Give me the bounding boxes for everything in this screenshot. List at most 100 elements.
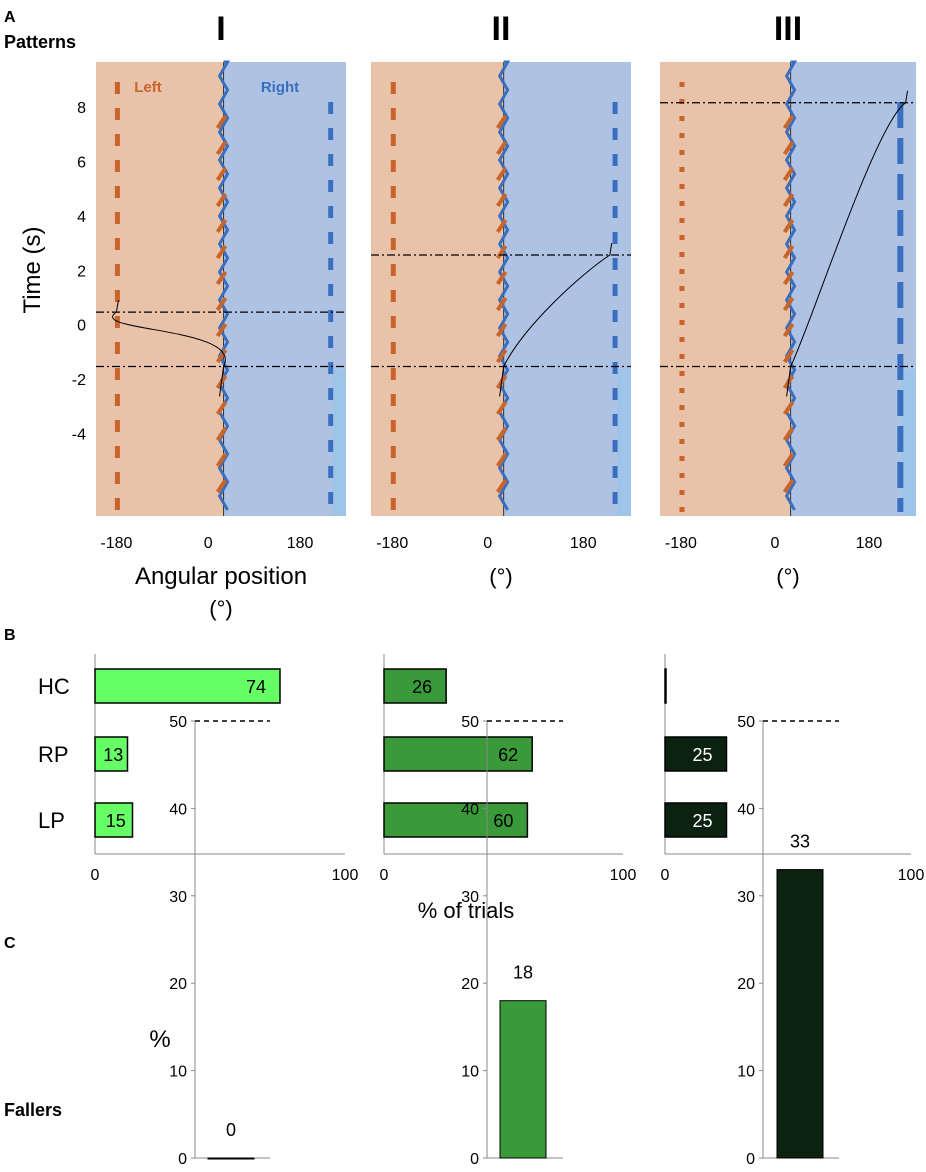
panel-label-a: A bbox=[4, 9, 16, 26]
y-tick-label: 50 bbox=[461, 714, 479, 731]
x-tick-label: 0 bbox=[204, 535, 213, 552]
bar-value-label: 0 bbox=[226, 1120, 236, 1140]
bar-RP bbox=[383, 736, 533, 772]
x-tick-label: 0 bbox=[91, 867, 100, 884]
category-label-HC: HC bbox=[38, 674, 70, 699]
right-region-label: Right bbox=[261, 79, 299, 96]
y-tick-label: 0 bbox=[470, 1151, 479, 1168]
fallers-bar bbox=[499, 1000, 547, 1159]
x-tick-label: -180 bbox=[376, 535, 408, 552]
y-tick-label: 0 bbox=[178, 1151, 187, 1168]
x-axis-label: (°) bbox=[209, 596, 232, 621]
patterns-label: Patterns bbox=[4, 32, 76, 52]
y-tick-label: 4 bbox=[77, 209, 86, 226]
x-tick-label: 0 bbox=[661, 867, 670, 884]
end-strip bbox=[332, 369, 346, 516]
fallers-bar-I: 0 10 20 30 40 50 0 bbox=[169, 714, 270, 1168]
y-tick-label: 50 bbox=[737, 714, 755, 731]
outcome-bars-I: 0 100 74 13 15 bbox=[91, 654, 359, 884]
bar-RP bbox=[664, 736, 728, 772]
y-tick-label: 30 bbox=[737, 889, 755, 906]
bar-LP bbox=[94, 802, 134, 838]
panel-label-b: B bbox=[4, 627, 16, 644]
bar-LP bbox=[383, 802, 529, 838]
left-region-label: Left bbox=[134, 79, 162, 96]
column-header-III: III bbox=[774, 10, 802, 48]
bar-value-label: 33 bbox=[790, 832, 810, 852]
trajectory-plot-II: -180 0 180 (°) II bbox=[371, 10, 631, 589]
y-tick-label: 10 bbox=[169, 1064, 187, 1081]
bar-value-label: 18 bbox=[513, 963, 533, 983]
y-tick-label: 8 bbox=[77, 100, 86, 117]
bar-RP bbox=[94, 736, 129, 772]
x-tick-label: 0 bbox=[483, 535, 492, 552]
panel-b-outcome-bars: 0 100 74 13 15 0 100 26 62 60 0 100 25 25 HC RP LP bbox=[38, 654, 924, 884]
y-tick-label: 20 bbox=[737, 976, 755, 993]
trajectory-plot-III: -180 0 180 (°) III bbox=[660, 10, 916, 589]
y-tick-label: 40 bbox=[737, 801, 755, 818]
fallers-bar bbox=[207, 1157, 255, 1160]
x-tick-label: -180 bbox=[100, 535, 132, 552]
bar-HC bbox=[94, 668, 281, 704]
end-strip bbox=[617, 369, 631, 516]
y-tick-label: 2 bbox=[77, 263, 86, 280]
x-tick-label: 100 bbox=[610, 867, 637, 884]
x-tick-label: 0 bbox=[380, 867, 389, 884]
y-tick-label: 10 bbox=[461, 1064, 479, 1081]
body-trajectory bbox=[499, 242, 613, 397]
bar-value-label: 26 bbox=[412, 677, 432, 697]
body-trajectory bbox=[786, 90, 909, 397]
end-strip bbox=[902, 369, 916, 516]
bar-value-label: 60 bbox=[493, 811, 513, 831]
x-tick-label: 100 bbox=[332, 867, 359, 884]
x-axis-label: (°) bbox=[489, 564, 512, 589]
x-tick-label: 180 bbox=[287, 535, 314, 552]
bar-value-label: 25 bbox=[692, 745, 712, 765]
right-region bbox=[223, 62, 346, 516]
category-label-LP: LP bbox=[38, 808, 65, 833]
percent-trials-label: % of trials bbox=[418, 898, 515, 923]
y-tick-label: 30 bbox=[461, 889, 479, 906]
bar-LP bbox=[664, 802, 728, 838]
y-tick-label: 0 bbox=[746, 1151, 755, 1168]
x-tick-label: -180 bbox=[665, 535, 697, 552]
y-tick-label: 50 bbox=[169, 714, 187, 731]
fallers-bar bbox=[776, 869, 824, 1159]
fallers-percent-axis-label: % bbox=[149, 1026, 170, 1053]
fallers-label: Fallers bbox=[4, 1100, 62, 1120]
panel-c-fallers-bars: 0 10 20 30 40 50 0 0 10 20 30 40 50 18 0 10 20 30 40 50 33 bbox=[169, 714, 839, 1168]
panel-a-trajectories: -180 0 180 Angular position (°) I -180 0 180 (°) I… bbox=[72, 10, 916, 621]
fallers-bar-III: 0 10 20 30 40 50 33 bbox=[737, 714, 839, 1168]
x-tick-label: 100 bbox=[898, 867, 925, 884]
category-label-RP: RP bbox=[38, 742, 69, 767]
x-tick-label: 180 bbox=[856, 535, 883, 552]
y-tick-label: 6 bbox=[77, 155, 86, 172]
right-region bbox=[790, 62, 916, 516]
outcome-bars-II: 0 100 26 62 60 bbox=[380, 654, 637, 884]
bar-value-label: 25 bbox=[692, 811, 712, 831]
y-tick-label: 40 bbox=[461, 801, 479, 818]
x-axis-label: (°) bbox=[776, 564, 799, 589]
bar-HC bbox=[383, 668, 447, 704]
bar-value-label: 74 bbox=[246, 677, 266, 697]
panel-label-c: C bbox=[4, 935, 16, 952]
bar-value-label: 13 bbox=[103, 745, 123, 765]
x-tick-label: 0 bbox=[770, 535, 779, 552]
bar-HC bbox=[664, 668, 667, 704]
y-tick-label: 10 bbox=[737, 1064, 755, 1081]
y-tick-label: 30 bbox=[169, 889, 187, 906]
time-axis-label: Time (s) bbox=[19, 226, 46, 313]
y-tick-label: -4 bbox=[72, 426, 86, 443]
bar-value-label: 15 bbox=[106, 811, 126, 831]
y-tick-label: -2 bbox=[72, 372, 86, 389]
y-tick-label: 20 bbox=[461, 976, 479, 993]
bar-value-label: 62 bbox=[498, 745, 518, 765]
y-tick-label: 0 bbox=[77, 318, 86, 335]
column-header-I: I bbox=[216, 10, 225, 48]
fallers-bar-II: 0 10 20 30 40 50 18 bbox=[461, 714, 563, 1168]
trajectory-plot-I: -180 0 180 Angular position (°) I bbox=[96, 10, 346, 621]
body-trajectory bbox=[112, 300, 226, 397]
x-tick-label: 180 bbox=[570, 535, 597, 552]
column-header-II: II bbox=[492, 10, 511, 48]
